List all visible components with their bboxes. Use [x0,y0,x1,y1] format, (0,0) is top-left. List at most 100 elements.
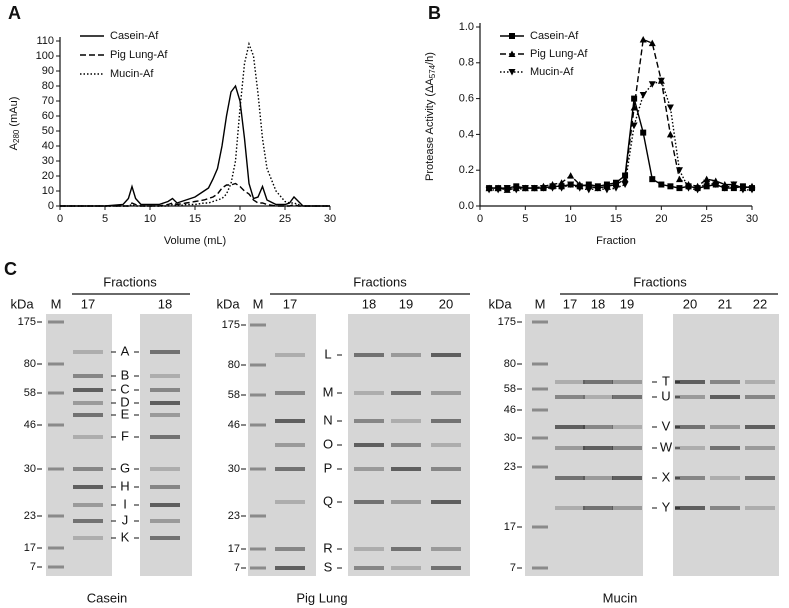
point [530,185,538,192]
y-tick-label: 110 [36,35,54,47]
protein-band [73,374,103,378]
point [639,36,647,43]
point [631,95,638,102]
protein-band [354,391,384,395]
y-tick-label: 80 [42,80,54,92]
protein-band [275,467,305,471]
point [666,130,674,138]
point [639,92,647,99]
x-tick-label: 20 [655,213,667,225]
point [512,186,520,194]
point [703,179,711,187]
ladder-label: 58 [504,383,516,395]
protein-band [675,446,705,450]
point [558,179,566,186]
y-tick-label: 0.4 [459,128,474,140]
protein-band [555,380,585,384]
gel-title: Casein [87,590,127,605]
protein-band [583,446,613,450]
point [567,181,575,189]
y-axis-label: Protease Activity (ΔA574/h) [424,52,437,181]
protein-band [354,419,384,423]
legend-label: Pig Lung-Af [110,49,168,61]
band-label: Y [662,499,671,514]
point [576,185,584,192]
ladder-label: 175 [498,316,516,328]
marker-lane-label: M [51,296,62,311]
legend-label: Pig Lung-Af [530,48,588,60]
lane-label: 18 [591,296,605,311]
protein-band [354,443,384,447]
lane-label: 17 [81,296,95,311]
gel-title: Mucin [603,590,638,605]
protein-band [431,566,461,570]
lane-label: 17 [283,296,297,311]
y-axis-label: A280 (mAu) [8,97,21,151]
lane-label: 22 [753,296,767,311]
protein-band [612,395,642,399]
protein-band [675,476,705,480]
protein-band [675,425,705,429]
point [676,185,683,192]
protein-band [431,391,461,395]
legend-marker [508,69,516,76]
point [703,183,710,190]
gel-image [248,314,316,576]
protein-band [275,500,305,504]
point [549,185,557,192]
protein-band [275,391,305,395]
x-tick-label: 5 [522,213,528,225]
point [712,181,720,189]
protein-band [150,503,180,507]
y-axis-label-part: A [8,142,20,150]
ladder-label: 175 [18,316,36,328]
protein-band [583,476,613,480]
protein-band [675,380,705,384]
ladder-label: 58 [228,389,240,401]
fractions-header: Fractions [633,274,687,289]
point [567,172,575,179]
band-label: K [121,529,130,544]
y-tick-label: 50 [42,125,54,137]
ladder-label: 30 [228,463,240,475]
band-label: O [323,436,333,451]
ladder-band [250,323,266,327]
protein-band [354,353,384,357]
band-label: P [324,460,333,475]
protein-band [675,506,705,510]
ladder-band [48,423,64,427]
ladder-band [532,387,548,391]
protein-band [391,443,421,447]
y-tick-label: 100 [36,50,54,62]
protein-band [354,500,384,504]
protein-band [150,413,180,417]
ladder-label: 17 [24,542,36,554]
ladder-band [48,467,64,471]
axis [479,23,752,207]
protein-band [73,413,103,417]
panel-label: B [428,3,441,23]
protein-band [745,395,775,399]
band-label: W [660,439,673,454]
band-label: T [662,373,670,388]
lane-label: 20 [439,296,453,311]
point [521,185,529,192]
protein-band [745,506,775,510]
protein-band [391,419,421,423]
panel-label: C [4,259,17,279]
protein-band [431,547,461,551]
y-axis-label-part: 574 [428,64,437,78]
x-tick-label: 15 [610,213,622,225]
point [503,185,511,192]
protein-band [150,350,180,354]
protein-band [150,485,180,489]
protein-band [391,353,421,357]
series-line [60,182,330,207]
protein-band [583,425,613,429]
ladder-label: 46 [24,419,36,431]
protein-band [745,425,775,429]
protein-band [612,476,642,480]
y-axis-label-part: /h) [424,52,436,65]
lane-label: 17 [563,296,577,311]
y-tick-label: 30 [42,155,54,167]
